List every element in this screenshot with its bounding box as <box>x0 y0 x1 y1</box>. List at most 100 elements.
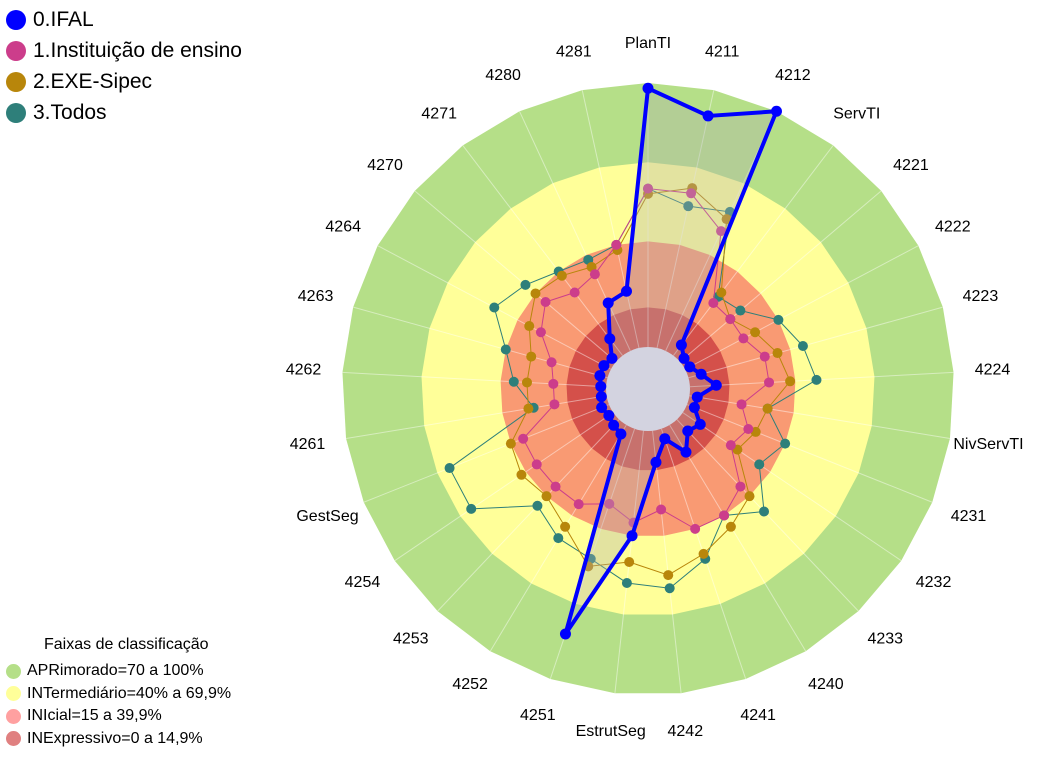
axis-label: NivServTI <box>953 436 1023 453</box>
data-point <box>620 285 632 297</box>
data-point <box>444 463 455 474</box>
spoke-6 <box>688 306 943 379</box>
data-point <box>738 333 749 344</box>
spoke-4 <box>679 190 882 363</box>
data-point <box>678 352 690 364</box>
legend-swatch <box>6 71 26 92</box>
data-point <box>523 403 534 414</box>
data-point <box>764 377 775 388</box>
axis-label: 4254 <box>345 574 381 591</box>
spoke-25 <box>414 190 617 363</box>
data-point <box>686 188 697 199</box>
data-point <box>650 456 662 468</box>
legend-swatch <box>6 708 21 724</box>
data-point <box>621 577 632 588</box>
legend-swatch <box>6 102 26 123</box>
data-point <box>683 201 694 212</box>
data-point <box>559 628 571 640</box>
axis-label: 4242 <box>668 723 704 740</box>
data-point <box>489 302 500 313</box>
data-point <box>624 556 635 567</box>
legend-label: 0.IFAL <box>33 7 94 31</box>
data-point <box>549 399 560 410</box>
legend-label: INTermediário=40% a 69,9% <box>27 684 232 702</box>
legend-label: 3.Todos <box>33 100 107 124</box>
data-point <box>682 425 694 437</box>
legend-label: INIcial=15 a 39,9% <box>27 707 162 725</box>
band-legend-item: APRimorado=70 a 100% <box>6 660 231 683</box>
data-point <box>516 469 527 480</box>
data-point <box>743 423 754 434</box>
axis-label: ServTI <box>833 106 880 123</box>
data-point <box>604 498 615 509</box>
data-point <box>750 327 761 338</box>
data-point <box>659 433 671 445</box>
series-1.Instituição de ensino <box>518 183 775 534</box>
data-point <box>550 481 561 492</box>
spoke-20 <box>363 404 610 503</box>
axis-label: 4261 <box>290 436 326 453</box>
series-legend: 0.IFAL 1.Instituição de ensino 2.EXE-Sipec… <box>6 4 242 128</box>
axis-label: 4212 <box>775 67 811 84</box>
data-point <box>541 491 552 502</box>
axis-label: GestSeg <box>296 508 358 525</box>
data-point <box>785 376 796 387</box>
data-point <box>546 357 557 368</box>
band-legend-item: INTermediário=40% a 69,9% <box>6 683 231 706</box>
data-point <box>603 410 615 422</box>
data-point <box>773 314 784 325</box>
data-point <box>505 438 516 449</box>
data-point <box>540 296 551 307</box>
spoke-5 <box>684 245 919 370</box>
data-point <box>560 521 571 532</box>
data-point <box>595 391 607 403</box>
axis-label: 4240 <box>808 676 844 693</box>
axis-label: 4271 <box>421 106 457 123</box>
legend-label: APRimorado=70 a 100% <box>27 662 204 680</box>
legend-swatch <box>6 40 26 61</box>
data-point <box>642 82 654 94</box>
series-group <box>444 82 822 640</box>
data-point <box>518 433 529 444</box>
data-point <box>626 530 638 542</box>
grid-spokes <box>342 83 954 694</box>
axis-label: 4262 <box>286 362 322 379</box>
data-point <box>596 401 608 413</box>
data-point <box>735 305 746 316</box>
data-point <box>526 351 537 362</box>
band-legend-item: INExpressivo=0 a 14,9% <box>6 728 231 751</box>
axis-label: 4251 <box>520 707 556 724</box>
legend-label: 2.EXE-Sipec <box>33 69 153 93</box>
axis-label: EstrutSeg <box>576 723 646 740</box>
data-point <box>594 370 606 382</box>
data-point <box>598 360 610 372</box>
data-point <box>680 446 692 458</box>
data-point <box>744 491 755 502</box>
series-legend-item: 1.Instituição de ensino <box>6 35 242 66</box>
spoke-22 <box>342 371 607 388</box>
axis-labels: PlanTI 4211 4212 ServTI 4221 4222 4223 4224 NivS… <box>286 35 1024 740</box>
axis-label: 4233 <box>867 631 903 648</box>
data-point <box>725 314 736 325</box>
axis-label: 4224 <box>975 362 1011 379</box>
data-point <box>716 226 727 237</box>
data-point <box>708 298 719 309</box>
legend-swatch <box>6 731 21 747</box>
axis-label: 4253 <box>393 631 429 648</box>
data-point <box>521 377 532 388</box>
spoke-19 <box>394 412 614 562</box>
legend-label: INExpressivo=0 a 14,9% <box>27 729 203 747</box>
data-point <box>725 440 736 451</box>
data-point <box>725 521 736 532</box>
axis-label: 4263 <box>298 288 334 305</box>
data-point <box>702 110 714 122</box>
data-point <box>759 506 770 517</box>
data-point <box>606 352 618 364</box>
data-point <box>548 378 559 389</box>
axis-label: 4270 <box>367 157 403 174</box>
data-point <box>556 270 567 281</box>
axis-label: 4232 <box>916 574 952 591</box>
spoke-28 <box>581 90 640 349</box>
data-point <box>535 327 546 338</box>
data-point <box>643 183 653 194</box>
